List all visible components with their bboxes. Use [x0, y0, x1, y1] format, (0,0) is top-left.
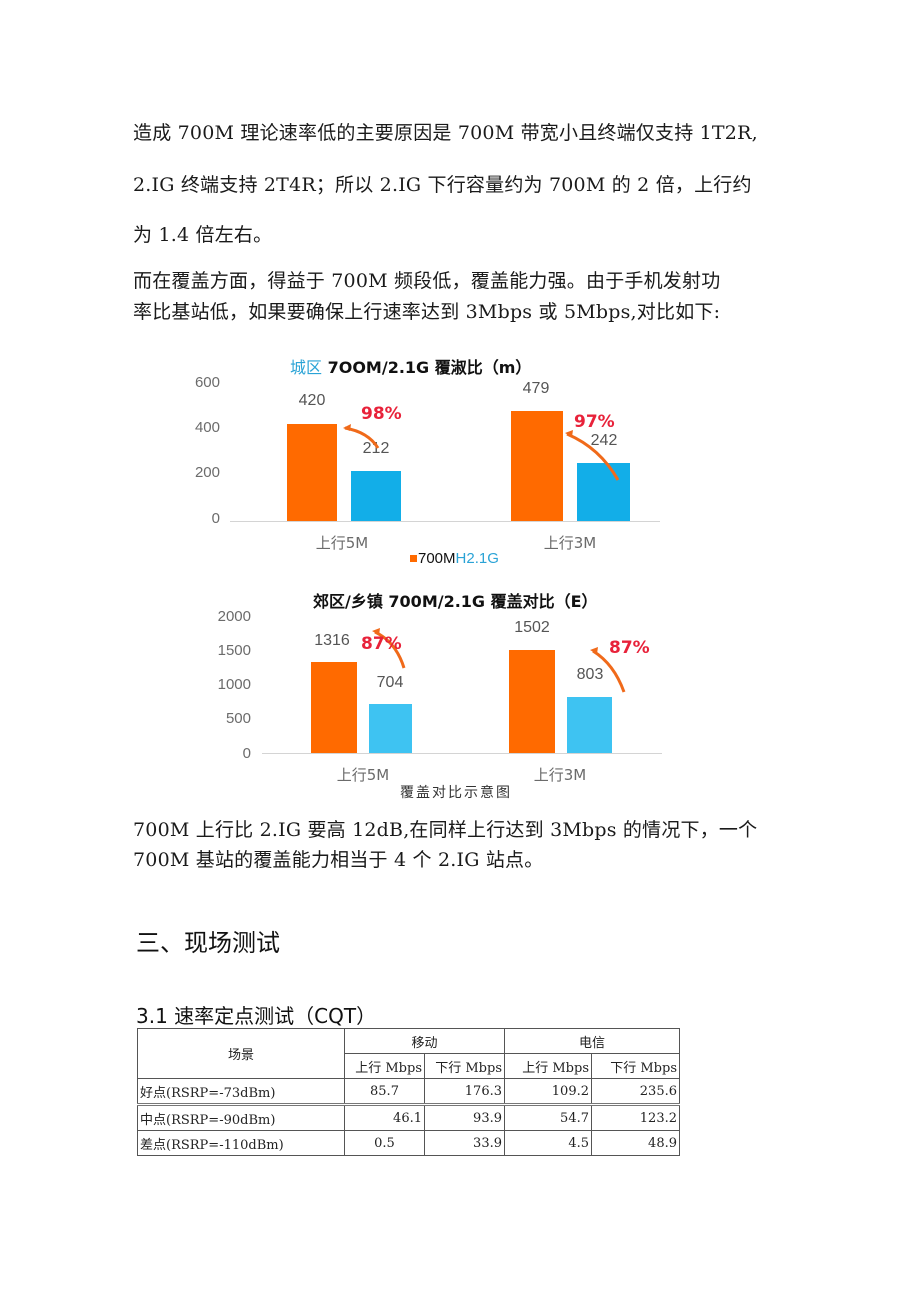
- chart-title-accent: 城区: [290, 358, 323, 377]
- table-subheader: 上行 Mbps: [344, 1053, 425, 1079]
- value-label: 479: [522, 380, 550, 397]
- y-tick: 0: [242, 745, 251, 762]
- table-header-group-mobile: 移动: [344, 1028, 505, 1054]
- paragraph-1-line-3: 为 1.4 倍左右。: [133, 224, 273, 246]
- value-label: 1502: [514, 619, 550, 636]
- table-cell: 123.2: [591, 1103, 680, 1131]
- x-category-label: 上行5M: [315, 534, 369, 552]
- bar-2-1g-5m: [351, 471, 401, 521]
- table-row: 好点(RSRP=-73dBm) 85.7 176.3 109.2 235.6: [137, 1078, 680, 1105]
- percent-annotation: 97%: [574, 412, 615, 432]
- paragraph-2-line-2: 率比基站低，如果要确保上行速率达到 3Mbps 或 5Mbps,对比如下:: [133, 301, 721, 323]
- table-cell-scene: 好点(RSRP=-73dBm): [137, 1078, 345, 1105]
- y-tick: 1000: [217, 676, 251, 693]
- table-header-group-telecom: 电信: [504, 1028, 680, 1054]
- table-row: 差点(RSRP=-110dBm) 0.5 33.9 4.5 48.9: [137, 1130, 680, 1156]
- x-category-label: 上行3M: [543, 534, 597, 552]
- y-tick: 2000: [217, 608, 251, 625]
- paragraph-3-line-1: 700M 上行比 2.IG 要高 12dB,在同样上行达到 3Mbps 的情况下…: [133, 819, 758, 841]
- table-cell: 85.7: [344, 1078, 425, 1105]
- y-tick: 0: [211, 510, 220, 527]
- table-cell: 4.5: [504, 1130, 592, 1156]
- table-cell: 109.2: [504, 1078, 592, 1105]
- y-tick: 600: [194, 374, 220, 391]
- table-cell: 46.1: [344, 1103, 425, 1131]
- paragraph-3-line-2: 700M 基站的覆盖能力相当于 4 个 2.IG 站点。: [133, 849, 544, 871]
- table-subheader: 下行 Mbps: [424, 1053, 505, 1079]
- section-heading: 三、现场测试: [136, 929, 280, 957]
- x-category-label: 上行5M: [336, 766, 390, 784]
- percent-annotation: 87%: [361, 634, 402, 654]
- bar-700m-5m: [311, 662, 357, 753]
- y-tick: 200: [194, 464, 220, 481]
- table-subheader: 下行 Mbps: [591, 1053, 680, 1079]
- table-cell: 54.7: [504, 1103, 592, 1131]
- x-category-label: 上行3M: [533, 766, 587, 784]
- bar-2-1g-3m: [567, 697, 612, 753]
- value-label: 212: [362, 440, 390, 457]
- bar-2-1g-5m: [369, 704, 412, 753]
- figure-caption: 覆盖对比示意图: [400, 785, 512, 801]
- y-tick: 400: [194, 419, 220, 436]
- table-subheader: 上行 Mbps: [504, 1053, 592, 1079]
- table-cell: 176.3: [424, 1078, 505, 1105]
- percent-annotation: 87%: [609, 638, 650, 658]
- percent-annotation: 98%: [361, 404, 402, 424]
- paragraph-2-line-1: 而在覆盖方面，得益于 700M 频段低，覆盖能力强。由于手机发射功: [133, 270, 721, 292]
- value-label: 704: [376, 674, 404, 691]
- bar-700m-5m: [287, 424, 337, 521]
- chart-title: 郊区/乡镇 700M/2.1G 覆盖对比（E）: [313, 592, 598, 611]
- value-label: 803: [576, 666, 604, 683]
- paragraph-1-line-1: 造成 700M 理论速率低的主要原因是 700M 带宽小且终端仅支持 1T2R,: [133, 122, 758, 144]
- table-cell-scene: 中点(RSRP=-90dBm): [137, 1103, 345, 1131]
- bar-2-1g-3m: [577, 463, 630, 521]
- legend-label-700m: 700M: [418, 550, 456, 567]
- bar-700m-3m: [509, 650, 555, 753]
- paragraph-1-line-2: 2.IG 终端支持 2T4R；所以 2.IG 下行容量约为 700M 的 2 倍…: [133, 174, 752, 196]
- y-tick: 500: [225, 710, 251, 727]
- x-axis-baseline: [262, 753, 662, 754]
- table-cell: 48.9: [591, 1130, 680, 1156]
- chart-title: 城区 7OOM/2.1G 覆淑比（m）: [290, 354, 531, 378]
- legend-label-2-1g: H2.1G: [455, 550, 499, 567]
- table-cell: 93.9: [424, 1103, 505, 1131]
- table-cell-scene: 差点(RSRP=-110dBm): [137, 1130, 345, 1156]
- table-cell: 33.9: [424, 1130, 505, 1156]
- chart-title-rest: 7OOM/2.1G 覆淑比（m）: [322, 358, 532, 377]
- chart-legend: 700MH2.1G: [410, 550, 499, 567]
- subsection-heading: 3.1 速率定点测试（CQT）: [136, 1004, 377, 1028]
- value-label: 420: [298, 392, 326, 409]
- value-label: 242: [590, 432, 618, 449]
- cqt-results-table: 场景 移动 电信 上行 Mbps 下行 Mbps 上行 Mbps 下行 Mbps…: [137, 1028, 680, 1156]
- legend-swatch-700m: [410, 555, 417, 562]
- y-tick: 1500: [217, 642, 251, 659]
- table-header-scene: 场景: [137, 1028, 345, 1079]
- table-row: 中点(RSRP=-90dBm) 46.1 93.9 54.7 123.2: [137, 1103, 680, 1131]
- x-axis-baseline: [230, 521, 660, 522]
- table-cell: 235.6: [591, 1078, 680, 1105]
- table-cell: 0.5: [344, 1130, 425, 1156]
- value-label: 1316: [314, 632, 350, 649]
- bar-700m-3m: [511, 411, 563, 521]
